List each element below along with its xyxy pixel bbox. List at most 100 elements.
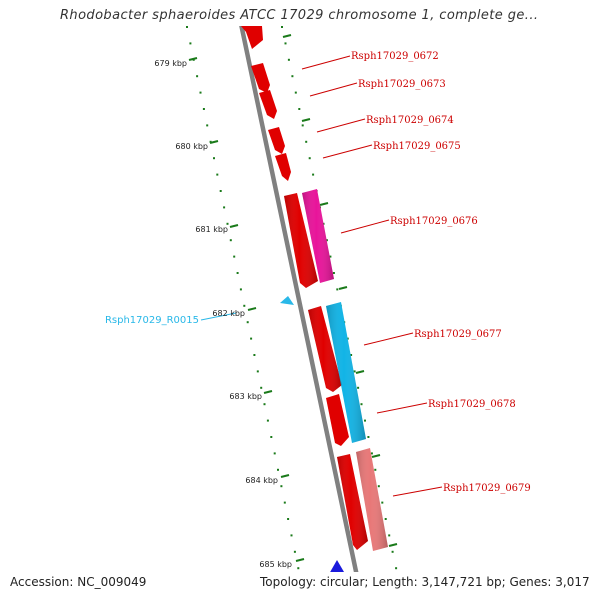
guide-dot	[270, 436, 273, 438]
gene-label[interactable]: Rsph17029_0676	[390, 216, 478, 227]
guide-dot	[206, 124, 209, 127]
gene-label[interactable]: Rsph17029_0675	[373, 141, 461, 152]
topology-label: Topology: circular	[260, 575, 365, 589]
guide-dot	[308, 157, 311, 160]
guide-dot	[377, 485, 380, 488]
guide-dot	[202, 108, 205, 110]
gene-feature-0675[interactable]	[275, 153, 291, 181]
gene-label[interactable]: Rsph17029_0679	[443, 483, 531, 494]
scale-tick-inner	[280, 474, 290, 478]
guide-dot	[266, 419, 269, 422]
guide-dot	[294, 91, 297, 94]
guide-dot	[293, 550, 296, 553]
guide-dot	[384, 518, 387, 520]
guide-dot	[250, 337, 253, 340]
scale-tick-inner	[263, 390, 273, 394]
genome-stats: Topology: circular; Length: 3,147,721 bp…	[260, 575, 590, 589]
gene-feature-0673[interactable]	[259, 90, 277, 119]
guide-dot	[291, 75, 294, 78]
guide-dot	[332, 272, 335, 274]
guide-dot	[350, 354, 353, 356]
scale-tick-inner	[209, 140, 219, 144]
guide-dot	[253, 354, 256, 356]
scale-tick-outer	[388, 543, 398, 547]
feature-shading	[284, 189, 388, 551]
guide-dot	[374, 468, 377, 471]
scale-tick-outer	[282, 34, 292, 38]
rna-label[interactable]: Rsph17029_R0015	[105, 315, 199, 326]
guide-dot	[357, 386, 360, 389]
gene-feature-0671[interactable]	[241, 26, 263, 49]
guide-dot	[287, 518, 290, 520]
guide-dot	[226, 222, 229, 225]
scale-label: 681 kbp	[195, 225, 228, 234]
guide-dot	[388, 534, 391, 537]
guide-dot	[260, 386, 263, 389]
guide-dot	[290, 534, 293, 537]
map-title: Rhodobacter sphaeroides ATCC 17029 chrom…	[60, 8, 539, 23]
scale-tick-outer	[355, 370, 365, 374]
label-leader-lines	[200, 55, 443, 497]
scale-label: 682 kbp	[212, 309, 245, 318]
guide-dot	[213, 157, 215, 160]
genes-count-label: Genes: 3,017	[509, 575, 590, 589]
guide-dot	[189, 42, 192, 45]
guide-dot	[233, 255, 236, 258]
guide-dot	[186, 26, 188, 28]
rna-feature[interactable]	[280, 296, 294, 305]
scale-tick-inner	[295, 558, 305, 562]
cds-blue[interactable]	[329, 560, 351, 600]
guide-dot	[391, 550, 394, 553]
guide-dot	[277, 468, 279, 471]
guide-dot	[223, 206, 226, 209]
guide-dot	[287, 58, 290, 61]
scale-label: 683 kbp	[229, 392, 262, 401]
gene-label[interactable]: Rsph17029_0677	[414, 329, 502, 340]
scale-tick-outer	[319, 202, 329, 206]
guide-dot	[346, 337, 349, 340]
guide-dot	[283, 501, 286, 504]
guide-dot	[381, 501, 384, 504]
guide-tick-tracks	[186, 26, 398, 570]
gene-label[interactable]: Rsph17029_0678	[428, 399, 516, 410]
chromosome-backbone	[239, 26, 359, 572]
guide-dot	[196, 75, 199, 78]
accession-label: Accession: NC_009049	[10, 575, 147, 589]
guide-dot	[281, 26, 283, 28]
guide-dot	[243, 304, 246, 307]
scale-tick-outer	[371, 454, 381, 458]
guide-dot	[312, 173, 315, 176]
guide-dot	[297, 567, 300, 570]
gene-feature-0678[interactable]	[326, 394, 349, 446]
scale-tick-outer	[301, 118, 311, 122]
gene-label[interactable]: Rsph17029_0672	[351, 51, 439, 62]
scale-label: 680 kbp	[175, 142, 208, 151]
guide-dot	[273, 452, 276, 455]
gene-label[interactable]: Rsph17029_0674	[366, 115, 454, 126]
gene-label[interactable]: Rsph17029_0673	[358, 79, 446, 90]
gene-feature-0672[interactable]	[251, 63, 270, 93]
gene-feature-0674[interactable]	[268, 127, 285, 154]
guide-dot	[305, 140, 308, 143]
guide-dot	[301, 124, 304, 127]
guide-dot	[395, 567, 398, 570]
guide-dot	[325, 239, 328, 242]
guide-dot	[246, 321, 249, 324]
gene-labels[interactable]: Rsph17029_0672 Rsph17029_0673 Rsph17029_…	[105, 51, 531, 494]
scale-tick-inner	[247, 307, 257, 311]
guide-dot	[263, 403, 266, 406]
guide-dot	[370, 452, 373, 455]
scale-label: 679 kbp	[154, 59, 187, 68]
guide-dot	[298, 108, 301, 110]
scale-label: 684 kbp	[245, 476, 278, 485]
guide-dot	[329, 255, 332, 258]
guide-dot	[284, 42, 287, 45]
scale-tick-inner	[229, 224, 239, 228]
guide-dot	[336, 288, 339, 291]
scale-ticks	[188, 34, 398, 562]
guide-dot	[219, 190, 222, 192]
guide-dot	[236, 272, 239, 274]
guide-dot	[256, 370, 259, 373]
scale-labels: 679 kbp 680 kbp 681 kbp 682 kbp 683 kbp …	[154, 59, 292, 569]
